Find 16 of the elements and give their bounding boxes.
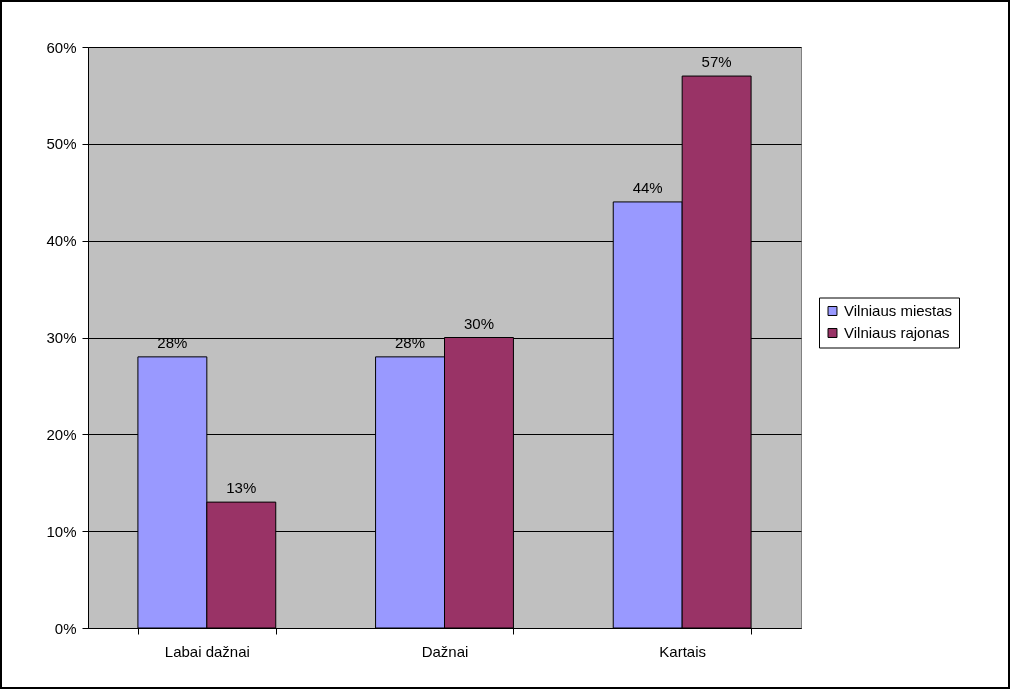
data-label: 30% [463,314,494,332]
y-tick-label: 20% [46,425,77,443]
x-tick-label: Labai dažnai [164,642,250,660]
legend-label: Vilniaus rajonas [844,324,950,341]
y-tick-label: 50% [46,135,77,153]
y-tick-label: 60% [46,38,77,56]
y-tick-label: 0% [54,619,77,637]
data-label: 13% [226,479,257,497]
y-tick-label: 40% [46,232,77,250]
data-label: 57% [701,53,732,71]
x-tick-label: Dažnai [421,642,469,660]
x-tick-label: Kartais [659,642,707,660]
data-label: 44% [632,178,663,196]
legend-label: Vilniaus miestas [844,302,953,319]
y-tick-label: 30% [46,329,77,346]
y-tick-label: 10% [46,522,77,540]
